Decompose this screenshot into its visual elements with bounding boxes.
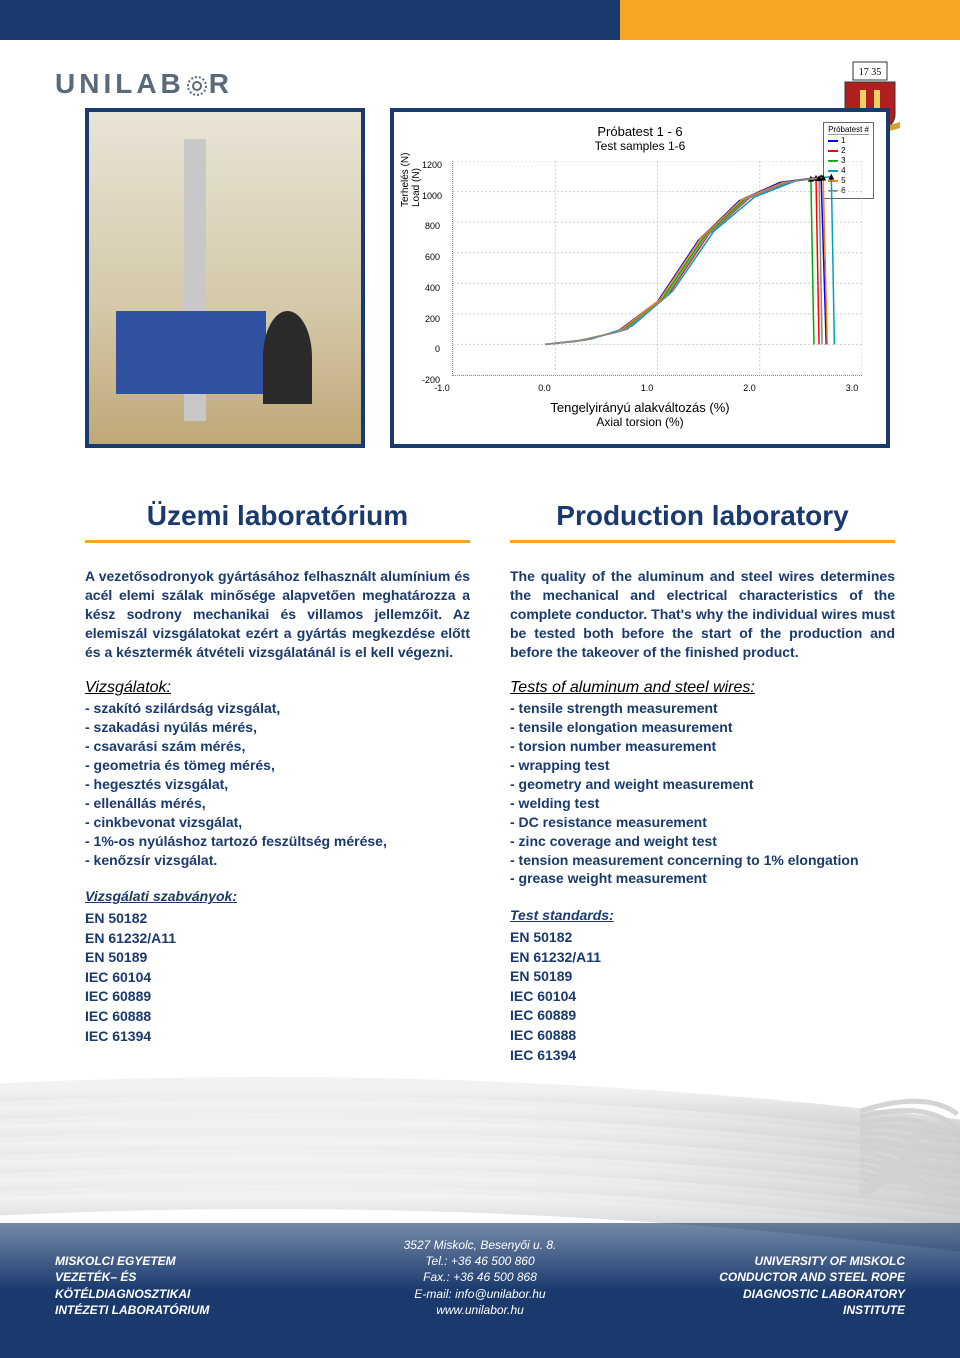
logo-text-after: R xyxy=(209,68,233,99)
list-item: EN 61232/A11 xyxy=(510,948,895,968)
ytick: 0 xyxy=(422,344,440,354)
list-item: - cinkbevonat vizsgálat, xyxy=(85,813,470,832)
list-item: - szakadási nyúlás mérés, xyxy=(85,718,470,737)
column-hungarian: Üzemi laboratórium A vezetősodronyok gyá… xyxy=(85,500,470,1065)
list-item: INSTITUTE xyxy=(719,1302,905,1318)
ytick: 800 xyxy=(422,221,440,231)
chart-xlabel-sub: Axial torsion (%) xyxy=(404,415,876,429)
list-item: UNIVERSITY OF MISKOLC xyxy=(719,1253,905,1269)
title-rule xyxy=(510,540,895,543)
list-item: - szakító szilárdság vizsgálat, xyxy=(85,699,470,718)
legend-title: Próbatest # xyxy=(828,125,869,135)
col-body-en: The quality of the aluminum and steel wi… xyxy=(510,567,895,661)
footer-right: UNIVERSITY OF MISKOLCCONDUCTOR AND STEEL… xyxy=(719,1253,905,1318)
ytick: 1000 xyxy=(422,191,440,201)
list-item: EN 50182 xyxy=(510,928,895,948)
list-head-en: Tests of aluminum and steel wires: xyxy=(510,679,895,697)
list-item: IEC 60888 xyxy=(85,1007,470,1027)
list-item: IEC 60104 xyxy=(510,987,895,1007)
lab-photo xyxy=(85,108,365,448)
logo-text-before: UNILAB xyxy=(55,68,185,99)
list-item: - tension measurement concerning to 1% e… xyxy=(510,851,895,870)
chart-ylabel: Terhelés (N) Load (N) xyxy=(400,153,422,207)
standards-hu: Vizsgálati szabványok: EN 50182EN 61232/… xyxy=(85,887,470,1046)
list-item: EN 50182 xyxy=(85,909,470,929)
list-head-hu: Vizsgálatok: xyxy=(85,679,470,697)
list-item: - hegesztés vizsgálat, xyxy=(85,775,470,794)
list-item: EN 61232/A11 xyxy=(85,929,470,949)
col-body-hu: A vezetősodronyok gyártásához felhasznál… xyxy=(85,567,470,661)
list-item: CONDUCTOR AND STEEL ROPE xyxy=(719,1269,905,1285)
chart-title: Próbatest 1 - 6 xyxy=(404,124,876,139)
list-item: - csavarási szám mérés, xyxy=(85,737,470,756)
test-list-hu: - szakító szilárdság vizsgálat,- szakadá… xyxy=(85,699,470,869)
ytick: 200 xyxy=(422,314,440,324)
ytick: 1200 xyxy=(422,160,440,170)
list-item: - kenőzsír vizsgálat. xyxy=(85,851,470,870)
xtick: -1.0 xyxy=(434,383,450,393)
list-item: - ellenállás mérés, xyxy=(85,794,470,813)
xtick: 2.0 xyxy=(743,383,756,393)
standards-en: Test standards: EN 50182EN 61232/A11EN 5… xyxy=(510,906,895,1065)
title-rule xyxy=(85,540,470,543)
list-item: IEC 60889 xyxy=(85,987,470,1007)
list-item: IEC 60104 xyxy=(85,968,470,988)
list-item: - DC resistance measurement xyxy=(510,813,895,832)
list-item: - grease weight measurement xyxy=(510,869,895,888)
content-section: Üzemi laboratórium A vezetősodronyok gyá… xyxy=(85,500,895,1065)
chart-xlabel: Tengelyirányú alakváltozás (%) xyxy=(404,400,876,415)
legend-item: 1 xyxy=(828,136,869,146)
test-list-en: - tensile strength measurement- tensile … xyxy=(510,699,895,888)
chart-subtitle: Test samples 1-6 xyxy=(404,139,876,153)
ytick: 600 xyxy=(422,252,440,262)
list-item: EN 50189 xyxy=(85,948,470,968)
list-item: - wrapping test xyxy=(510,756,895,775)
list-item: - geometria és tömeg mérés, xyxy=(85,756,470,775)
unilabor-logo: UNILAB R xyxy=(55,68,233,100)
xtick: 0.0 xyxy=(538,383,551,393)
list-item: IEC 60888 xyxy=(510,1026,895,1046)
ytick: 400 xyxy=(422,283,440,293)
std-head-hu: Vizsgálati szabványok: xyxy=(85,887,470,907)
std-head-en: Test standards: xyxy=(510,906,895,926)
list-item: - tensile strength measurement xyxy=(510,699,895,718)
xtick: 3.0 xyxy=(846,383,859,393)
list-item: - zinc coverage and weight test xyxy=(510,832,895,851)
list-item: - torsion number measurement xyxy=(510,737,895,756)
crest-year: 17 35 xyxy=(859,67,882,78)
legend-item: 2 xyxy=(828,146,869,156)
tensile-chart: Próbatest 1 - 6 Test samples 1-6 Próbate… xyxy=(390,108,890,448)
gear-icon xyxy=(185,74,209,98)
list-item: - welding test xyxy=(510,794,895,813)
rope-image xyxy=(0,1043,960,1253)
list-item: - tensile elongation measurement xyxy=(510,718,895,737)
list-item: EN 50189 xyxy=(510,967,895,987)
list-item: IEC 60889 xyxy=(510,1006,895,1026)
list-item: - geometry and weight measurement xyxy=(510,775,895,794)
xtick: 1.0 xyxy=(641,383,654,393)
list-item: IEC 61394 xyxy=(85,1027,470,1047)
list-item: 3527 Miskolc, Besenyői u. 8. xyxy=(0,1237,960,1253)
col-title-hu: Üzemi laboratórium xyxy=(85,500,470,532)
list-item: IEC 61394 xyxy=(510,1046,895,1066)
top-stripe-orange xyxy=(620,0,960,40)
list-item: - 1%-os nyúláshoz tartozó feszültség mér… xyxy=(85,832,470,851)
list-item: DIAGNOSTIC LABORATORY xyxy=(719,1286,905,1302)
col-title-en: Production laboratory xyxy=(510,500,895,532)
column-english: Production laboratory The quality of the… xyxy=(510,500,895,1065)
